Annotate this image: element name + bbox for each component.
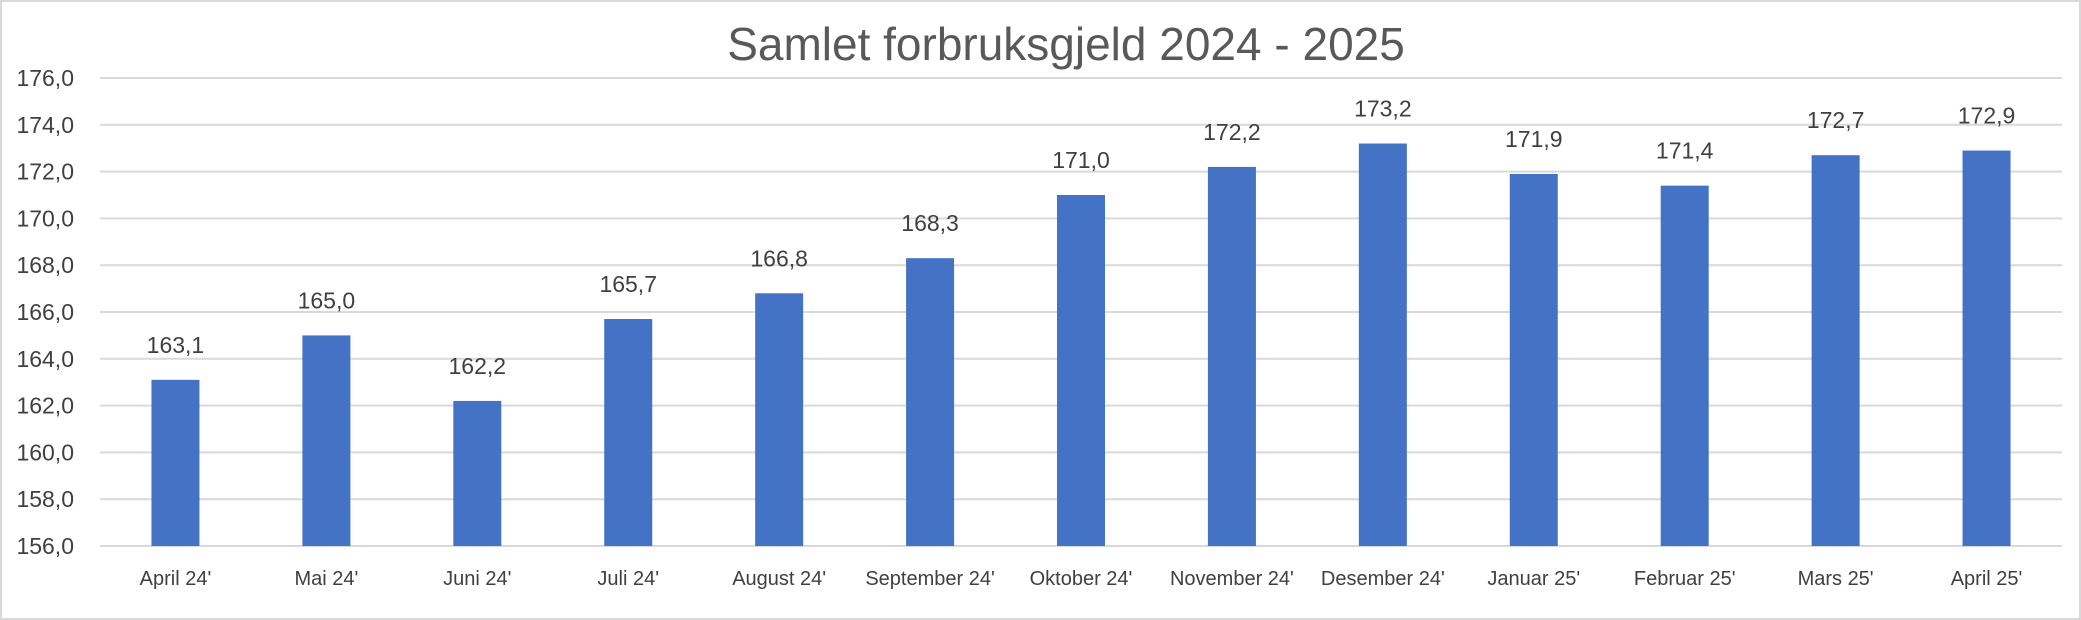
data-label: 163,1: [147, 332, 205, 358]
x-tick-label: Mai 24': [294, 568, 358, 590]
x-tick-label: Februar 25': [1634, 568, 1736, 590]
y-tick-label: 164,0: [16, 346, 74, 372]
bar: [906, 258, 955, 546]
x-tick-label: Oktober 24': [1030, 568, 1133, 590]
y-tick-label: 168,0: [16, 252, 74, 278]
bar: [302, 335, 351, 546]
bar: [1509, 173, 1558, 546]
x-tick-label: Desember 24': [1321, 568, 1445, 590]
chart-title: Samlet forbruksgjeld 2024 - 2025: [727, 18, 1405, 70]
data-labels: 163,1 165,0 162,2 165,7 166,8 168,3 171,0 172,2…: [147, 96, 2016, 379]
y-tick-label: 160,0: [16, 439, 74, 465]
data-label: 172,7: [1807, 107, 1865, 133]
data-label: 172,9: [1958, 103, 2016, 129]
x-tick-label: Juli 24': [597, 568, 659, 590]
y-tick-label: 170,0: [16, 205, 74, 231]
y-axis-tick-labels: 156,0 158,0 160,0 162,0 164,0 166,0 168,0 170,0…: [16, 65, 74, 559]
bar: [1207, 166, 1256, 547]
bar: [755, 293, 804, 546]
x-tick-label: Januar 25': [1487, 568, 1580, 590]
data-label: 171,4: [1656, 138, 1714, 164]
data-label: 172,2: [1203, 119, 1261, 145]
x-axis-tick-labels: April 24' Mai 24' Juni 24' Juli 24' August 2…: [140, 568, 2023, 590]
y-tick-label: 174,0: [16, 112, 74, 138]
y-tick-label: 176,0: [16, 65, 74, 91]
x-tick-label: April 24': [140, 568, 212, 590]
bar: [453, 400, 502, 546]
bar: [1358, 143, 1407, 546]
bar: [151, 379, 200, 546]
y-tick-label: 172,0: [16, 159, 74, 185]
x-tick-label: Juni 24': [443, 568, 511, 590]
data-label: 165,7: [599, 271, 657, 297]
x-tick-label: November 24': [1170, 568, 1294, 590]
x-tick-label: Mars 25': [1798, 568, 1874, 590]
x-tick-label: August 24': [732, 568, 826, 590]
bar: [604, 319, 653, 546]
bar: [1962, 150, 2011, 547]
bar: [1057, 195, 1105, 546]
data-label: 173,2: [1354, 96, 1412, 122]
data-label: 171,9: [1505, 126, 1563, 152]
data-label: 162,2: [449, 353, 507, 379]
x-tick-label: September 24': [865, 568, 994, 590]
y-tick-label: 156,0: [16, 533, 74, 559]
x-tick-label: April 25': [1951, 568, 2023, 590]
data-label: 165,0: [298, 287, 356, 313]
data-label: 168,3: [901, 210, 959, 236]
y-tick-label: 158,0: [16, 486, 74, 512]
y-tick-label: 166,0: [16, 299, 74, 325]
data-label: 171,0: [1052, 147, 1110, 173]
bar: [1811, 155, 1860, 546]
bar: [1660, 185, 1709, 546]
data-label: 166,8: [750, 245, 808, 271]
bars: [151, 143, 2011, 547]
y-tick-label: 162,0: [16, 393, 74, 419]
